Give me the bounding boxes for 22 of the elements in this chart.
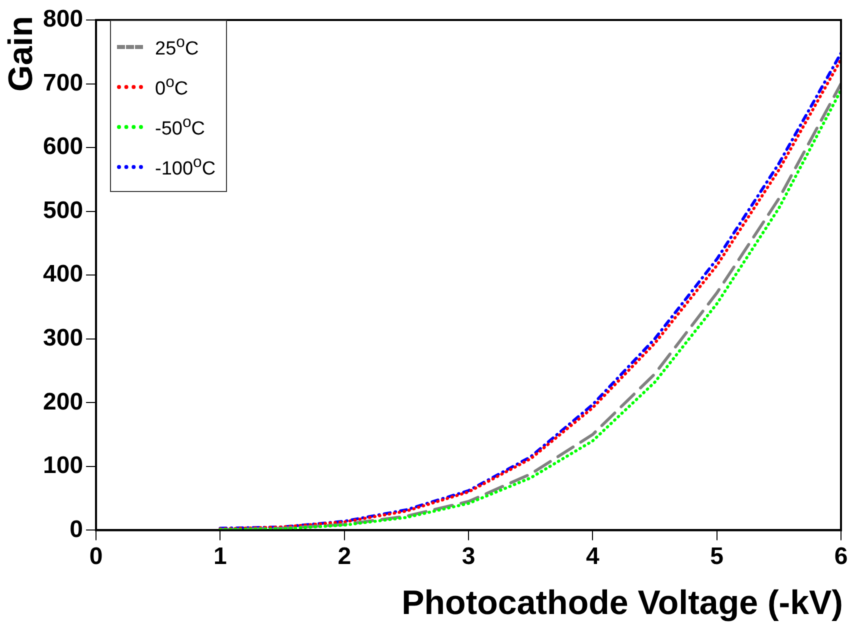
x-tick-label: 2 bbox=[338, 543, 352, 570]
y-tick-label: 0 bbox=[70, 516, 84, 543]
y-tick-label: 800 bbox=[42, 6, 84, 33]
x-tick-label: 5 bbox=[710, 543, 724, 570]
y-tick-label: 300 bbox=[42, 324, 84, 352]
x-tick-label: 6 bbox=[834, 543, 848, 570]
y-tick-label: 400 bbox=[42, 260, 84, 288]
legend-label: -100$^{o}$C bbox=[155, 154, 216, 180]
x-tick-label: 0 bbox=[89, 543, 103, 570]
legend-label: 0$^{o}$C bbox=[155, 74, 188, 100]
legend-label: -50$^{o}$C bbox=[155, 114, 206, 140]
x-tick-label: 1 bbox=[214, 543, 227, 570]
y-tick-label: 500 bbox=[42, 196, 84, 224]
legend-label: 25$^{o}$C bbox=[155, 34, 199, 60]
y-axis-title: Gain bbox=[2, 16, 41, 92]
y-tick-label: 100 bbox=[42, 452, 84, 480]
y-tick-label: 200 bbox=[42, 388, 84, 416]
x-tick-label: 4 bbox=[586, 543, 600, 570]
x-tick-label: 3 bbox=[462, 543, 476, 570]
y-tick-label: 600 bbox=[42, 133, 84, 160]
y-tick-label: 700 bbox=[42, 69, 84, 96]
x-axis-title: Photocathode Voltage (-kV) bbox=[402, 584, 843, 623]
